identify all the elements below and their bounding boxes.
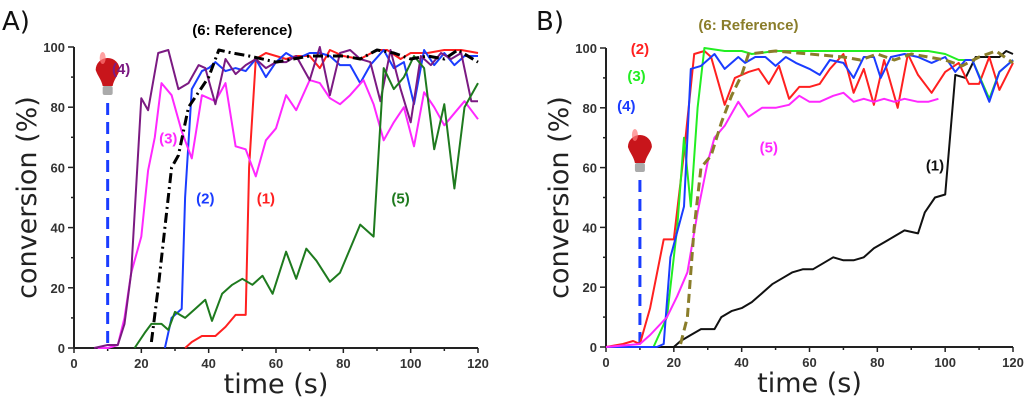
- bulb-glass: [95, 58, 120, 86]
- series-line-4: [93, 46, 478, 349]
- y-tick-label: 0: [58, 341, 65, 356]
- series-line-3: [97, 79, 479, 349]
- series-label-2: (2): [196, 191, 214, 208]
- y-tick-label: 0: [590, 340, 597, 355]
- series-line-4: [606, 53, 1014, 348]
- series-label-4: (4): [112, 61, 130, 78]
- x-tick-label: 20: [134, 356, 148, 371]
- y-tick-label: 80: [583, 101, 597, 116]
- y-tick-label: 60: [51, 160, 65, 175]
- chart-panel-b: B) 0 20 40 60 80 100 120 0 20 40 60 80 100 time (s) con…: [536, 7, 1024, 399]
- series-label-4: (4): [617, 98, 635, 115]
- series-label-1: (1): [926, 158, 944, 175]
- series-line-5: [133, 55, 479, 349]
- series-line-3: [606, 47, 1014, 348]
- x-axis-label: time (s): [757, 368, 862, 399]
- chart-panel-a: A) 0 20 40 60 80 100 120 0 20 40 60 80 100 time (s) con…: [2, 7, 489, 400]
- x-tick-label: 0: [602, 355, 609, 370]
- y-tick-label: 100: [575, 41, 597, 56]
- bulb-glass: [627, 135, 652, 163]
- series-line-5: [605, 91, 939, 348]
- x-tick-label: 100: [400, 356, 422, 371]
- series-line-2: [163, 49, 478, 349]
- series-label-5: (5): [391, 191, 409, 208]
- x-tick-label: 80: [336, 356, 350, 371]
- series-line-6: [679, 49, 1014, 345]
- x-tick-label: 40: [734, 355, 748, 370]
- series-line-2: [605, 50, 1014, 348]
- light-bulb-icon: [627, 129, 652, 172]
- series-label-3: (3): [627, 68, 645, 85]
- y-tick-label: 40: [51, 221, 65, 236]
- x-axis-label: time (s): [224, 369, 329, 400]
- y-tick-label: 60: [583, 161, 597, 176]
- y-axis-label: conversion (%): [544, 96, 575, 299]
- series-label-3: (3): [159, 130, 177, 147]
- series-label-2: (2): [631, 41, 649, 58]
- series-label-6: (6: Reference): [698, 17, 798, 34]
- x-tick-label: 20: [667, 355, 681, 370]
- x-tick-label: 120: [1002, 355, 1024, 370]
- bulb-highlight: [99, 52, 106, 64]
- y-axis-label: conversion (%): [12, 96, 43, 299]
- bulb-highlight: [631, 129, 638, 141]
- y-tick-label: 80: [51, 100, 65, 115]
- y-tick-label: 20: [583, 280, 597, 295]
- series-line-6: [149, 48, 479, 343]
- x-tick-label: 60: [802, 355, 816, 370]
- panel-label: A): [2, 7, 30, 37]
- series-line-1: [184, 49, 479, 349]
- bulb-base: [102, 86, 113, 95]
- series-label-6: (6: Reference): [192, 22, 292, 39]
- x-tick-label: 120: [467, 356, 489, 371]
- x-tick-label: 60: [269, 356, 283, 371]
- light-bulb-icon: [95, 52, 120, 95]
- x-tick-label: 0: [70, 356, 77, 371]
- x-tick-label: 100: [934, 355, 956, 370]
- y-tick-label: 100: [43, 40, 65, 55]
- panel-label: B): [536, 7, 564, 37]
- y-tick-label: 40: [583, 220, 597, 235]
- series-label-5: (5): [760, 140, 778, 157]
- series-label-1: (1): [257, 191, 275, 208]
- x-tick-label: 80: [870, 355, 884, 370]
- y-tick-label: 20: [51, 281, 65, 296]
- series-line-1: [606, 50, 1014, 348]
- x-tick-label: 40: [201, 356, 215, 371]
- bulb-base: [634, 163, 645, 172]
